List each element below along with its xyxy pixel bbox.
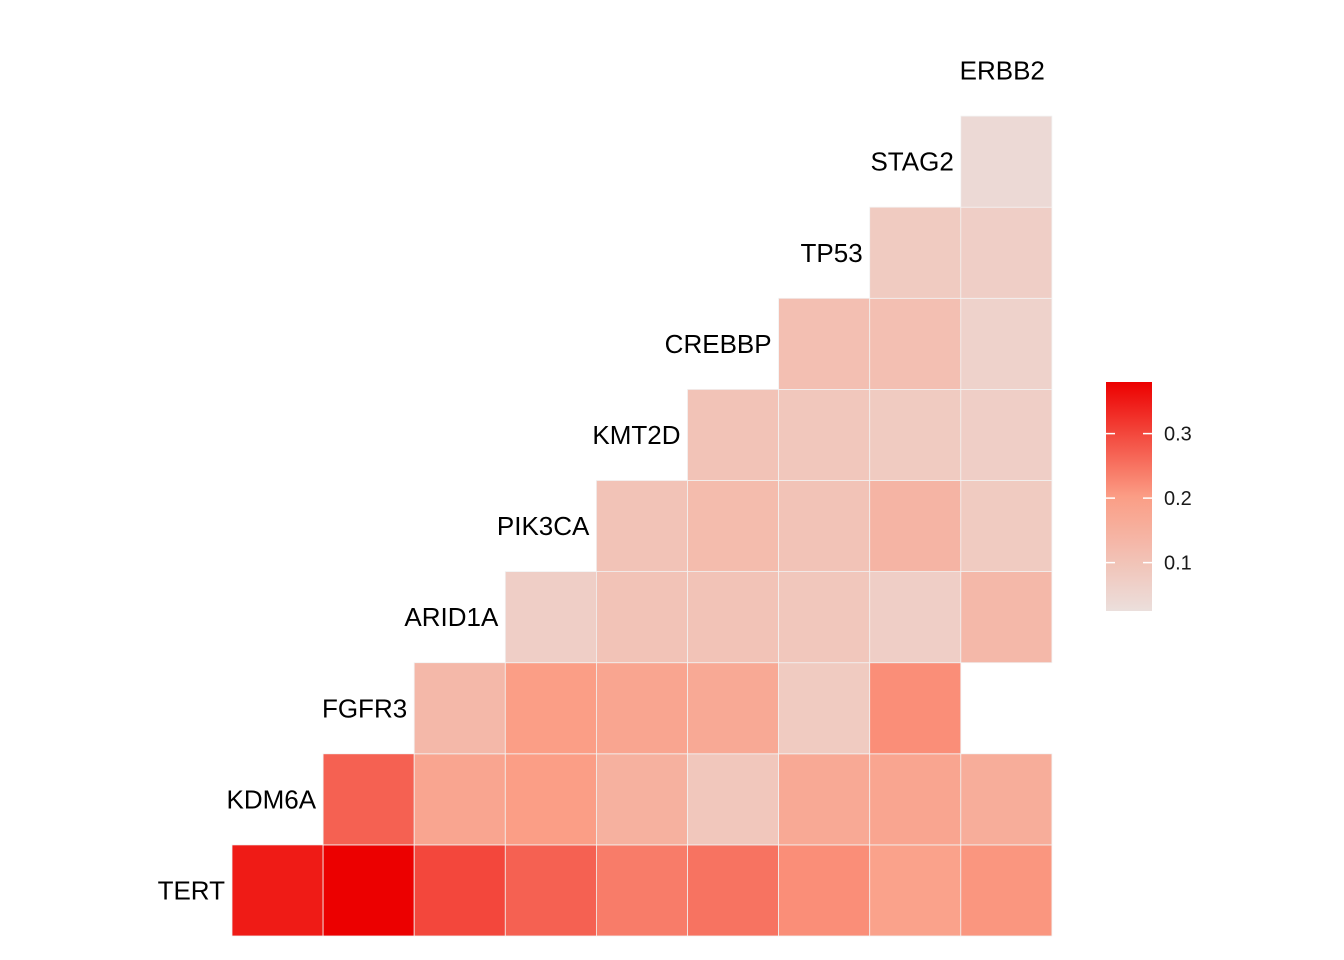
heatmap-cell-tert-pik3ca <box>504 844 597 937</box>
gene-labels: TERT KDM6A FGFR3 ARID1A PIK3CA KMT2D CREBBP TP5… <box>158 56 1045 906</box>
color-legend: 0.1 0.2 0.3 <box>1106 382 1192 611</box>
heatmap-cell-fgfr3-crebbp <box>687 662 779 755</box>
heatmap-cell-kmt2d-erbb2 <box>960 388 1053 481</box>
gene-label-stag2: STAG2 <box>870 147 953 177</box>
heatmap-cell-fgfr3-stag2 <box>869 662 962 755</box>
heatmap-cell-fgfr3-pik3ca <box>504 662 597 755</box>
gene-label-arid1a: ARID1A <box>404 602 499 632</box>
heatmap-cell-crebbp-tp53 <box>778 297 871 390</box>
gene-label-kmt2d: KMT2D <box>592 420 680 450</box>
legend-tick-label: 0.3 <box>1164 424 1192 446</box>
legend-ticks: 0.1 0.2 0.3 <box>1106 424 1192 575</box>
heatmap-cell-kmt2d-crebbp <box>687 388 779 481</box>
heatmap-cell-crebbp-erbb2 <box>960 297 1053 390</box>
heatmap-cell-pik3ca-erbb2 <box>960 480 1053 572</box>
heatmap-cell-tert-arid1a <box>413 844 506 937</box>
gene-label-erbb2: ERBB2 <box>960 56 1045 86</box>
heatmap-cell-pik3ca-tp53 <box>778 480 871 572</box>
heatmap-cell-kdm6a-fgfr3 <box>322 753 415 846</box>
heatmap-cell-tp53-erbb2 <box>960 206 1053 299</box>
heatmap-cell-tert-fgfr3 <box>322 844 415 937</box>
heatmap-cell-kdm6a-crebbp <box>687 753 779 846</box>
heatmap-cell-tert-erbb2 <box>960 844 1053 937</box>
heatmap-cell-arid1a-stag2 <box>869 571 962 664</box>
gene-label-crebbp: CREBBP <box>665 329 772 359</box>
heatmap-cell-kmt2d-stag2 <box>869 388 962 481</box>
heatmap-cell-kdm6a-stag2 <box>869 753 962 846</box>
heatmap-cell-fgfr3-arid1a <box>413 662 506 755</box>
heatmap-cell-crebbp-stag2 <box>869 297 962 390</box>
heatmap-cell-arid1a-pik3ca <box>504 571 597 664</box>
heatmap-cell-stag2-erbb2 <box>960 115 1053 208</box>
heatmap-cell-arid1a-crebbp <box>687 571 779 664</box>
heatmap-cell-tert-crebbp <box>687 844 779 937</box>
gene-label-tert: TERT <box>158 875 226 905</box>
heatmap-cell-pik3ca-kmt2d <box>596 480 688 572</box>
gene-label-tp53: TP53 <box>801 238 863 268</box>
gene-label-kdm6a: KDM6A <box>227 784 317 814</box>
legend-colorbar <box>1106 382 1152 611</box>
heatmap-cell-tert-kmt2d <box>596 844 688 937</box>
heatmap-cell-pik3ca-crebbp <box>687 480 779 572</box>
heatmap-cell-kmt2d-tp53 <box>778 388 871 481</box>
heatmap-cell-kdm6a-tp53 <box>778 753 871 846</box>
gene-label-pik3ca: PIK3CA <box>497 511 590 541</box>
legend-tick-label: 0.2 <box>1164 488 1192 510</box>
heatmap-cells <box>231 115 1053 937</box>
legend-tick-label: 0.1 <box>1164 553 1192 575</box>
heatmap-cell-kdm6a-kmt2d <box>596 753 688 846</box>
heatmap-cell-tert-tp53 <box>778 844 871 937</box>
heatmap-cell-fgfr3-tp53 <box>778 662 871 755</box>
heatmap-cell-arid1a-tp53 <box>778 571 871 664</box>
gene-label-fgfr3: FGFR3 <box>322 693 407 723</box>
heatmap-cell-tert-stag2 <box>869 844 962 937</box>
heatmap-cell-fgfr3-kmt2d <box>596 662 688 755</box>
heatmap-cell-pik3ca-stag2 <box>869 480 962 572</box>
heatmap-cell-kdm6a-pik3ca <box>504 753 597 846</box>
heatmap-cell-arid1a-erbb2 <box>960 571 1053 664</box>
heatmap-cell-kdm6a-erbb2 <box>960 753 1053 846</box>
heatmap-cell-tp53-stag2 <box>869 206 962 299</box>
heatmap-cell-tert-kdm6a <box>231 844 324 937</box>
heatmap-cell-arid1a-kmt2d <box>596 571 688 664</box>
heatmap-cell-kdm6a-arid1a <box>413 753 506 846</box>
